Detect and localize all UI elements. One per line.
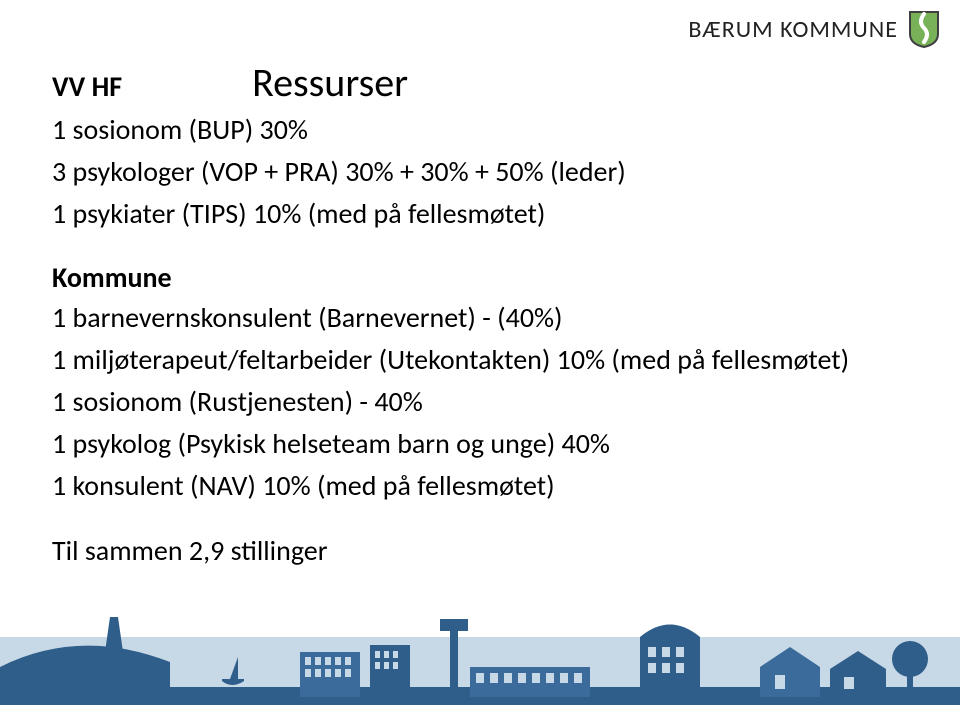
slide-content: VV HF Ressurser 1 sosionom (BUP) 30% 3 p… [52,58,908,570]
municipality-logo-icon [908,10,940,48]
vvhf-line: 3 psykologer (VOP + PRA) 30% + 30% + 50%… [52,153,908,191]
vvhf-line: 1 psykiater (TIPS) 10% (med på fellesmøt… [52,195,908,233]
footer-skyline-icon [0,597,960,705]
kommune-line: 1 miljøterapeut/feltarbeider (Utekontakt… [52,341,908,379]
kommune-line: 1 psykolog (Psykisk helseteam barn og un… [52,425,908,463]
kommune-line: 1 sosionom (Rustjenesten) - 40% [52,383,908,421]
total-line: Til sammen 2,9 stillinger [52,532,908,570]
kommune-line: 1 konsulent (NAV) 10% (med på fellesmøte… [52,467,908,505]
vvhf-line: 1 sosionom (BUP) 30% [52,111,908,149]
kommune-line: 1 barnevernskonsulent (Barnevernet) - (4… [52,299,908,337]
org-name: BÆRUM KOMMUNE [688,15,898,44]
slide-title: Ressurser [252,58,408,107]
header: BÆRUM KOMMUNE [688,10,940,48]
vvhf-heading: VV HF [52,69,122,104]
kommune-heading: Kommune [52,260,908,295]
